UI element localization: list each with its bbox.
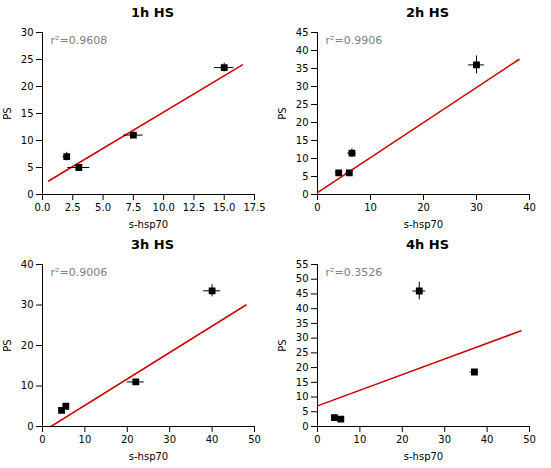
svg-text:10.0: 10.0: [153, 202, 175, 213]
svg-text:30: 30: [163, 434, 176, 445]
svg-text:35: 35: [296, 63, 309, 74]
svg-text:r²=0.9006: r²=0.9006: [51, 266, 108, 279]
svg-text:5.0: 5.0: [95, 202, 111, 213]
svg-text:5: 5: [302, 406, 308, 417]
svg-text:25: 25: [296, 347, 309, 358]
svg-text:0: 0: [314, 202, 320, 213]
html-text:1h HS: 1h HS: [131, 5, 174, 20]
svg-text:15.0: 15.0: [213, 202, 235, 213]
svg-text:0: 0: [27, 421, 33, 432]
svg-text:40: 40: [296, 45, 309, 56]
svg-text:r²=0.3526: r²=0.3526: [326, 266, 383, 279]
svg-text:10: 10: [354, 434, 367, 445]
svg-text:30: 30: [438, 434, 451, 445]
svg-text:20: 20: [21, 340, 34, 351]
svg-text:25: 25: [296, 99, 309, 110]
svg-text:10: 10: [296, 391, 309, 402]
svg-text:0: 0: [314, 434, 320, 445]
svg-text:s-hsp70: s-hsp70: [404, 451, 443, 462]
svg-text:40: 40: [481, 434, 494, 445]
svg-text:0.0: 0.0: [35, 202, 51, 213]
svg-text:10: 10: [21, 380, 34, 391]
svg-text:40: 40: [21, 259, 34, 270]
svg-text:0: 0: [302, 421, 308, 432]
svg-text:30: 30: [21, 27, 34, 38]
svg-text:50: 50: [523, 434, 536, 445]
html-text:3h HS: 3h HS: [131, 237, 174, 252]
svg-text:s-hsp70: s-hsp70: [129, 451, 168, 462]
svg-text:20: 20: [417, 202, 430, 213]
svg-text:10: 10: [79, 434, 92, 445]
svg-text:30: 30: [296, 81, 309, 92]
svg-text:40: 40: [206, 434, 219, 445]
svg-text:50: 50: [248, 434, 261, 445]
svg-text:0: 0: [39, 434, 45, 445]
svg-text:s-hsp70: s-hsp70: [404, 219, 443, 230]
svg-text:40: 40: [296, 303, 309, 314]
svg-text:20: 20: [121, 434, 134, 445]
svg-text:s-hsp70: s-hsp70: [129, 219, 168, 230]
svg-text:15: 15: [296, 135, 309, 146]
svg-text:30: 30: [21, 299, 34, 310]
svg-text:15: 15: [21, 108, 34, 119]
svg-text:0: 0: [302, 189, 308, 200]
html-text:4h HS: 4h HS: [406, 237, 449, 252]
svg-text:20: 20: [21, 81, 34, 92]
svg-text:PS: PS: [277, 107, 288, 119]
svg-text:5: 5: [27, 162, 33, 173]
svg-text:50: 50: [296, 273, 309, 284]
svg-text:45: 45: [296, 27, 309, 38]
svg-text:12.5: 12.5: [183, 202, 205, 213]
svg-text:7.5: 7.5: [125, 202, 141, 213]
svg-text:55: 55: [296, 259, 309, 270]
svg-text:15: 15: [296, 377, 309, 388]
svg-text:20: 20: [396, 434, 409, 445]
svg-text:35: 35: [296, 318, 309, 329]
svg-text:PS: PS: [2, 107, 13, 119]
svg-text:10: 10: [21, 135, 34, 146]
svg-text:PS: PS: [277, 339, 288, 351]
svg-text:17.5: 17.5: [243, 202, 265, 213]
svg-text:30: 30: [470, 202, 483, 213]
svg-text:2.5: 2.5: [65, 202, 81, 213]
svg-text:r²=0.9906: r²=0.9906: [326, 34, 383, 47]
svg-text:30: 30: [296, 332, 309, 343]
svg-text:40: 40: [523, 202, 536, 213]
svg-text:10: 10: [364, 202, 377, 213]
svg-text:20: 20: [296, 117, 309, 128]
svg-text:45: 45: [296, 288, 309, 299]
svg-text:25: 25: [21, 54, 34, 65]
svg-text:10: 10: [296, 153, 309, 164]
html-text:2h HS: 2h HS: [406, 5, 449, 20]
svg-text:5: 5: [302, 171, 308, 182]
svg-text:r²=0.9608: r²=0.9608: [51, 34, 108, 47]
svg-text:PS: PS: [2, 339, 13, 351]
svg-text:0: 0: [27, 189, 33, 200]
svg-text:20: 20: [296, 362, 309, 373]
